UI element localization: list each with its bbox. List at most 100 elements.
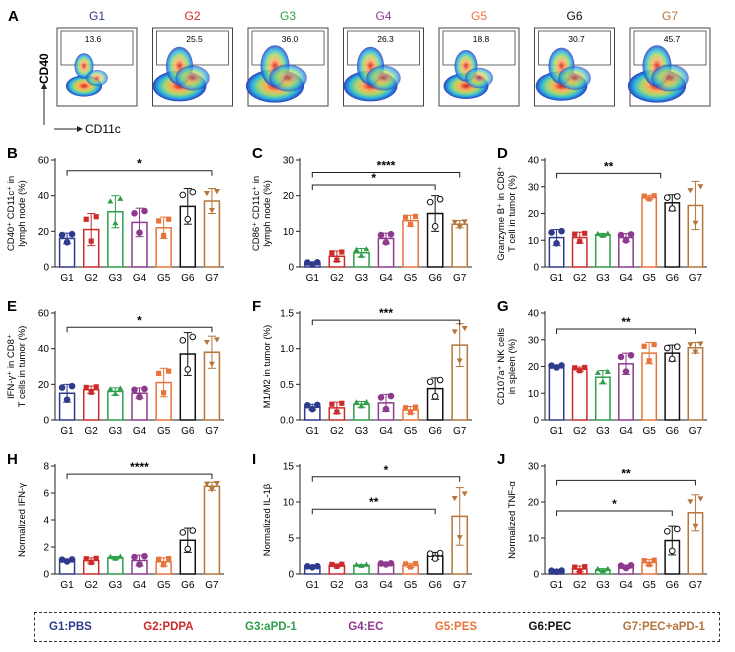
flow-plot: G7 45.7: [627, 9, 711, 107]
data-point: [572, 564, 578, 570]
data-point: [594, 369, 601, 375]
data-point: [673, 525, 681, 533]
y-axis-label: Normalized TNF-α: [507, 481, 518, 559]
data-point: [577, 238, 583, 245]
significance-bracket: [556, 328, 696, 335]
panel-letter: J: [497, 451, 505, 468]
data-point: [339, 249, 345, 255]
significance-bracket: [556, 510, 673, 516]
data-point: [88, 559, 94, 566]
figure-canvas: A CD40 CD11c G113.6G225.5G336.0G426.3G51…: [6, 8, 711, 591]
x-tick-label: G5: [157, 580, 171, 591]
x-tick-label: G2: [330, 580, 344, 591]
x-tick-label: G6: [666, 273, 680, 284]
data-point: [363, 246, 370, 252]
x-tick-label: G6: [666, 580, 680, 591]
data-point: [377, 231, 385, 239]
data-point: [646, 358, 652, 364]
x-tick-label: G4: [619, 426, 633, 437]
y-axis-label: T cells in tumor (%): [17, 326, 28, 408]
data-point: [117, 385, 124, 391]
x-tick-label: G1: [550, 580, 564, 591]
flow-group-title: G7: [662, 9, 678, 23]
data-point: [161, 562, 167, 568]
data-point: [548, 229, 555, 236]
data-point: [208, 487, 215, 493]
y-tick-label: 30: [528, 182, 540, 193]
flow-gate-value: 25.5: [186, 34, 203, 44]
data-point: [156, 556, 162, 562]
significance-bracket: [311, 319, 461, 326]
significance-bracket: [311, 184, 436, 190]
flow-group-title: G4: [375, 9, 391, 23]
y-axis-label: CD40⁺ CD11c⁺ in: [6, 176, 17, 251]
x-tick-label: G6: [428, 580, 442, 591]
flow-plot: G3 36.0: [245, 9, 329, 107]
y-tick-label: 40: [38, 344, 50, 355]
data-point: [673, 343, 681, 351]
data-point: [213, 337, 220, 343]
data-point: [456, 224, 463, 230]
x-tick-label: G1: [306, 426, 320, 437]
data-point: [572, 365, 578, 371]
data-point: [136, 393, 143, 401]
data-point: [641, 343, 647, 349]
data-point: [93, 214, 99, 220]
x-tick-label: G6: [428, 273, 442, 284]
y-tick-label: 0: [43, 570, 49, 581]
significance-bracket: [556, 172, 662, 179]
data-point: [131, 553, 138, 561]
x-tick-label: G4: [133, 580, 147, 591]
data-point: [627, 351, 635, 359]
x-tick-label: G7: [453, 426, 467, 437]
data-point: [553, 568, 560, 575]
data-point: [184, 215, 192, 223]
data-point: [451, 219, 458, 226]
flow-plot: G6 30.7: [534, 9, 615, 107]
data-point: [604, 565, 611, 571]
flow-density-blob: [465, 67, 493, 89]
x-tick-label: G2: [85, 580, 99, 591]
legend-item-g4: G4:EC: [348, 621, 384, 633]
y-tick-label: 8: [43, 462, 49, 473]
y-tick-label: 0: [533, 416, 539, 427]
panel-letter: C: [252, 145, 263, 162]
significance-label: *: [137, 157, 142, 171]
data-point: [308, 564, 316, 571]
data-point: [663, 528, 671, 535]
data-point: [93, 384, 99, 390]
data-point: [426, 198, 434, 206]
data-point: [572, 231, 578, 237]
data-point: [313, 401, 321, 409]
data-point: [161, 390, 167, 396]
flow-cytometry-panel: A CD40 CD11c G1 13.6 G2 25.5 G3 36.0 G4 26.3 G5 1…: [8, 8, 711, 136]
flow-gate: [60, 30, 134, 66]
y-tick-label: 6: [43, 489, 49, 500]
flow-gate-value: 18.8: [473, 34, 490, 44]
y-tick-label: 15: [283, 462, 295, 473]
data-point: [553, 364, 560, 371]
group-legend: G1:PBS G2:PDPA G3:aPD-1 G4:EC G5:PES G6:…: [34, 612, 720, 642]
data-point: [131, 209, 138, 217]
data-point: [651, 557, 657, 563]
y-tick-label: 0.5: [280, 380, 294, 391]
data-point: [63, 558, 71, 565]
y-tick-label: 0: [288, 263, 294, 274]
x-tick-label: G4: [133, 426, 147, 437]
bar: [402, 219, 419, 268]
data-point: [646, 196, 652, 202]
bar: [203, 485, 221, 575]
flow-group-title: G2: [184, 9, 200, 23]
significance-label: **: [604, 159, 614, 173]
data-point: [412, 404, 419, 410]
y-tick-label: 20: [528, 209, 540, 220]
x-tick-label: G7: [689, 426, 703, 437]
significance-label: *: [137, 313, 142, 327]
y-tick-label: 10: [283, 227, 295, 238]
y-axis-label: Normalized IFN-γ: [17, 483, 28, 557]
significance-label: *: [384, 463, 389, 477]
flow-gate-value: 26.3: [377, 34, 394, 44]
data-point: [339, 561, 345, 567]
x-tick-label: G3: [355, 580, 369, 591]
